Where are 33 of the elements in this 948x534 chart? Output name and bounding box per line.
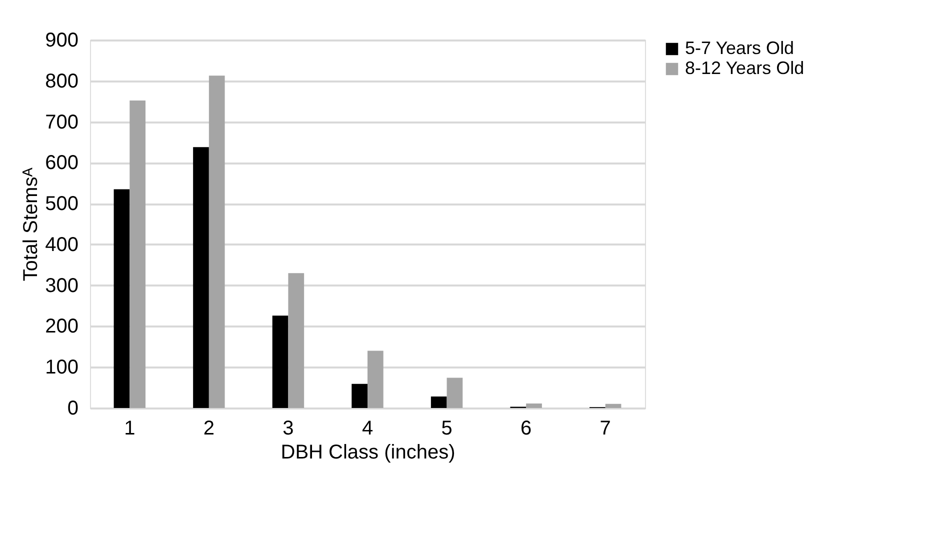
y-tick-label: 800 — [45, 70, 78, 92]
y-tick-label: 300 — [45, 274, 78, 297]
bar — [352, 384, 368, 408]
x-tick-label: 1 — [124, 418, 136, 440]
y-tick-label: 100 — [45, 356, 78, 379]
legend-label: 5-7 Years Old — [685, 38, 794, 58]
y-tick-label: 400 — [45, 234, 78, 256]
bar — [114, 189, 130, 408]
x-tick-label: 3 — [282, 418, 294, 440]
bar — [193, 147, 209, 408]
bar — [130, 100, 146, 408]
x-axis-title: DBH Class (inches) — [280, 442, 456, 464]
bar — [605, 404, 622, 408]
y-tick-label: 600 — [45, 152, 78, 174]
x-tick-label: 6 — [520, 418, 532, 440]
y-tick-label: 200 — [45, 316, 78, 338]
bar — [446, 378, 463, 408]
y-axis-title: Total Stemsᴬ — [20, 166, 42, 282]
bar — [208, 76, 225, 408]
y-tick-label: 900 — [45, 30, 78, 52]
bar — [368, 350, 384, 408]
x-tick-label: 4 — [362, 418, 374, 440]
y-tick-label: 0 — [67, 398, 78, 420]
y-tick-label: 700 — [45, 111, 78, 134]
x-tick-label: 5 — [441, 418, 452, 440]
y-tick-label: 500 — [45, 193, 78, 216]
bar — [526, 404, 542, 408]
legend-label: 8-12 Years Old — [685, 58, 804, 78]
x-tick-label: 2 — [203, 418, 214, 440]
bar — [288, 273, 304, 408]
bar — [272, 316, 288, 408]
bar — [430, 396, 447, 408]
x-tick-label: 7 — [600, 418, 611, 440]
